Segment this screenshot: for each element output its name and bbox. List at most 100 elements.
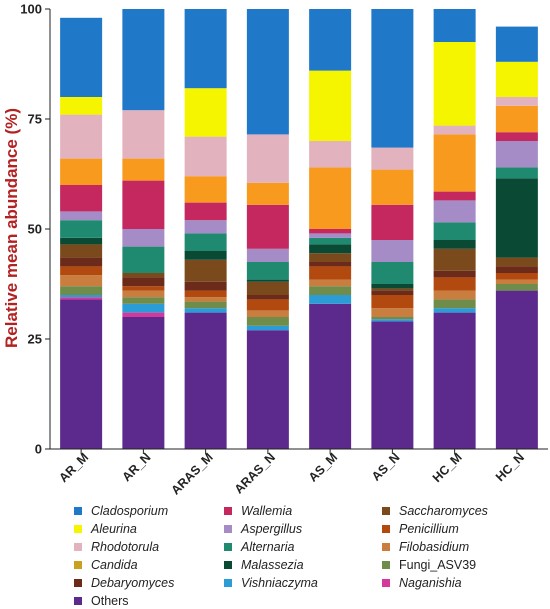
bar-segment-AS_N-alternaria [371,262,414,284]
legend-swatch [224,579,232,587]
bar-segment-AR_N-alternaria [122,246,165,273]
bar-segment-AS_M-aleurina [309,70,352,141]
bar-segment-AR_M-saccharomyces [60,244,103,258]
legend-swatch [74,561,82,569]
bar-segment-ARAS_M-rhodotorula [184,136,227,177]
legend-label: Vishniaczyma [241,576,318,590]
bar-segment-AR_N-debaryomyces [122,277,165,287]
bar-segment-ARAS_M-fungi_asv39 [184,301,227,309]
legend-swatch [74,507,82,515]
bar-segment-HC_N-filobasidium [495,279,538,284]
bar-segment-AR_M-malassezia [60,237,103,245]
legend-swatch [382,561,390,569]
legend-item: Cladosporium [74,503,224,519]
bar-segment-AR_N-segment [122,158,165,181]
bar-segment-HC_N-malassezia [495,178,538,258]
legend-item: Aleurina [74,521,224,537]
bar-segment-HC_N-others [495,290,538,449]
bar-segment-AS_M-aspergillus [309,233,352,238]
bar-segment-AR_M-vishniaczyma [60,295,103,298]
bar-segment-ARAS_M-filobasidium [184,297,227,302]
legend-swatch [382,507,390,515]
bar-segment-AR_M-debaryomyces [60,257,103,267]
bar-segment-ARAS_N-rhodotorula [246,134,289,183]
bar-segment-AR_M-rhodotorula [60,114,103,159]
bar-HC_N [495,26,538,449]
bar-segment-HC_N-cladosporium [495,26,538,62]
bar-segment-ARAS_N-aspergillus [246,248,289,262]
bar-segment-AR_M-wallemia [60,185,103,212]
bar-segment-HC_M-malassezia [433,240,476,249]
bar-segment-ARAS_N-malassezia [246,279,289,282]
bar-segment-ARAS_N-fungi_asv39 [246,317,289,326]
bar-segment-AR_N-wallemia [122,180,165,229]
plot-area [60,9,538,449]
bar-segment-ARAS_M-aspergillus [184,220,227,234]
y-tick-label: 0 [35,442,42,457]
bar-AR_N [122,9,165,449]
legend-label: Aspergillus [241,522,303,536]
bar-segment-HC_M-debaryomyces [433,270,476,278]
legend-label: Wallemia [241,504,293,518]
bar-segment-AS_M-vishniaczyma [309,295,352,304]
bar-segment-AS_N-aspergillus [371,240,414,262]
bar-segment-AR_N-fungi_asv39 [122,297,165,304]
bar-segment-AR_N-cladosporium [122,9,165,111]
bar-segment-AR_N-penicillium [122,286,165,291]
legend-item: Aspergillus [224,521,382,537]
bar-AR_M [60,17,103,449]
x-tick-label: AR_M [56,450,91,485]
bar-segment-HC_N-aleurina [495,61,538,97]
legend-item: Vishniaczyma [224,575,382,591]
bar-segment-ARAS_N-segment [246,182,289,205]
bar-segment-HC_M-saccharomyces [433,248,476,271]
bar-segment-HC_M-vishniaczyma [433,308,476,313]
x-tick-label: AS_M [306,450,340,484]
bar-segment-ARAS_M-saccharomyces [184,259,227,282]
legend-label: Debaryomyces [91,576,175,590]
bar-segment-ARAS_N-wallemia [246,204,289,249]
legend-swatch [74,597,82,605]
bar-segment-ARAS_N-cladosporium [246,9,289,135]
bar-segment-HC_M-aleurina [433,42,476,126]
bar-segment-HC_M-aspergillus [433,200,476,223]
legend-swatch [382,525,390,533]
legend-item: Wallemia [224,503,382,519]
y-axis-label: Relative mean abundance (%) [2,108,21,348]
bar-segment-AS_M-segment [309,167,352,229]
bar-segment-HC_N-alternaria [495,167,538,179]
legend-item: Penicillium [382,521,532,537]
legend-swatch [224,525,232,533]
x-tick-label: ARAS_M [169,450,216,497]
legend-swatch [224,561,232,569]
bar-segment-AS_M-malassezia [309,244,352,254]
bar-segment-HC_M-filobasidium [433,290,476,300]
bar-segment-HC_M-cladosporium [433,9,476,42]
bar-segment-AR_N-aspergillus [122,229,165,247]
bar-segment-HC_M-alternaria [433,222,476,240]
bar-segment-HC_M-others [433,312,476,449]
bar-segment-AR_M-segment [60,158,103,185]
legend-swatch [382,543,390,551]
legend-label: Alternaria [241,540,295,554]
bar-segment-HC_N-debaryomyces [495,266,538,273]
y-tick-label: 75 [28,112,42,127]
bar-segment-AR_N-filobasidium [122,290,165,298]
bar-segment-ARAS_N-alternaria [246,262,289,280]
y-tick-label: 50 [28,222,42,237]
bar-segment-ARAS_M-penicillium [184,290,227,298]
bar-segment-AR_M-aspergillus [60,211,103,221]
bar-segment-ARAS_M-others [184,312,227,449]
legend-label: Cladosporium [91,504,169,518]
bar-segment-AS_M-cladosporium [309,9,352,71]
bar-segment-AS_M-debaryomyces [309,262,352,267]
legend-item: Candida [74,557,224,573]
legend-item: Alternaria [224,539,382,555]
bar-segment-AS_M-penicillium [309,266,352,280]
bar-segment-AS_N-wallemia [371,204,414,240]
bar-segment-HC_N-aspergillus [495,141,538,168]
bar-segment-AS_M-alternaria [309,237,352,245]
bar-segment-AS_M-filobasidium [309,279,352,287]
bar-segment-ARAS_N-filobasidium [246,310,289,317]
y-tick-label: 25 [28,332,42,347]
